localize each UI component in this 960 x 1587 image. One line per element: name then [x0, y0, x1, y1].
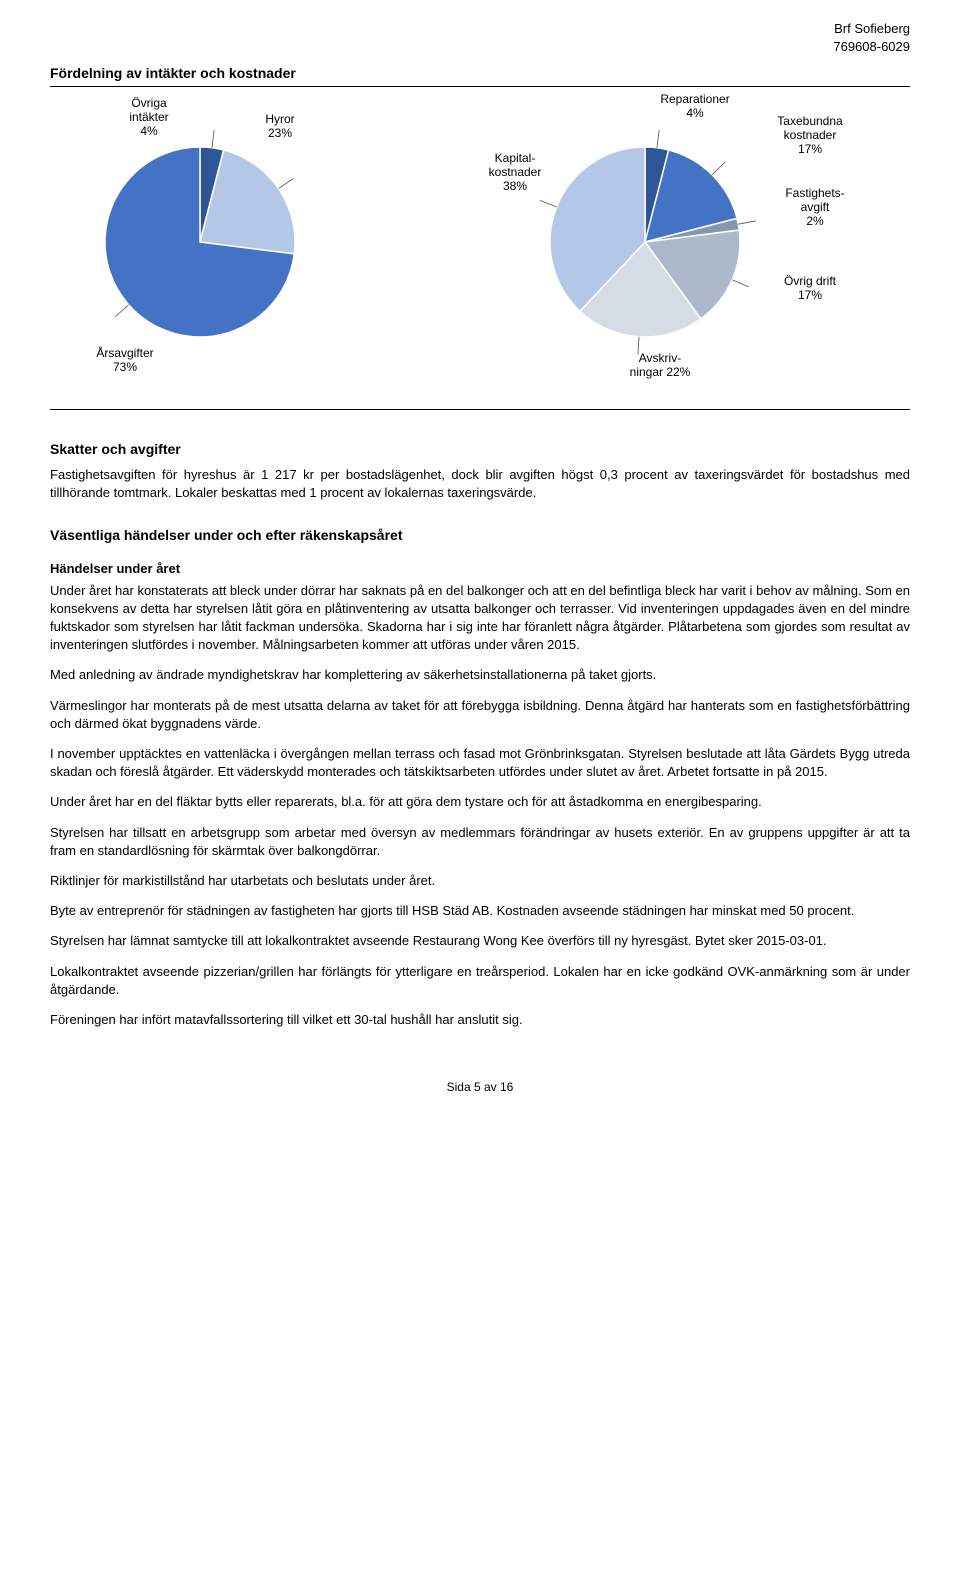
- skatter-heading: Skatter och avgifter: [50, 440, 910, 460]
- pie-slice-label: Fastighets-avgift2%: [770, 187, 860, 228]
- pie-chart-left: Övrigaintäkter4% Hyror23% Årsavgifter73%: [50, 97, 480, 397]
- pie-slice-label: Avskriv-ningar 22%: [610, 352, 710, 380]
- pie-slice-label: Taxebundnakostnader17%: [760, 115, 860, 156]
- page-number: Sida 5 av 16: [447, 1080, 514, 1094]
- vasentliga-p5: Under året har en del fläktar bytts elle…: [50, 793, 910, 811]
- vasentliga-p2: Med anledning av ändrade myndighetskrav …: [50, 666, 910, 684]
- page-footer: Sida 5 av 16: [50, 1079, 910, 1096]
- pie-slice-label: Reparationer4%: [645, 93, 745, 121]
- vasentliga-p1: Under året har konstaterats att bleck un…: [50, 582, 910, 655]
- vasentliga-p3: Värmeslingor har monterats på de mest ut…: [50, 697, 910, 733]
- pie-chart-right: Reparationer4%Taxebundnakostnader17%Fast…: [480, 97, 910, 397]
- pie-slice-label: Hyror23%: [250, 113, 310, 141]
- document-header: Brf Sofieberg 769608-6029: [50, 20, 910, 56]
- vasentliga-p11: Föreningen har infört matavfallssorterin…: [50, 1011, 910, 1029]
- vasentliga-p10: Lokalkontraktet avseende pizzerian/grill…: [50, 963, 910, 999]
- vasentliga-p4: I november upptäcktes en vattenläcka i ö…: [50, 745, 910, 781]
- vasentliga-p8: Byte av entreprenör för städningen av fa…: [50, 902, 910, 920]
- vasentliga-p7: Riktlinjer för markistillstånd har utarb…: [50, 872, 910, 890]
- vasentliga-p6: Styrelsen har tillsatt en arbetsgrupp so…: [50, 824, 910, 860]
- vasentliga-heading: Väsentliga händelser under och efter räk…: [50, 526, 910, 546]
- pie-slice-label: Övrigaintäkter4%: [114, 97, 184, 138]
- skatter-body: Fastighetsavgiften för hyreshus är 1 217…: [50, 466, 910, 502]
- pie-slice-label: Årsavgifter73%: [80, 347, 170, 375]
- section-title: Fördelning av intäkter och kostnader: [50, 64, 910, 87]
- org-number: 769608-6029: [50, 38, 910, 56]
- charts-row: Övrigaintäkter4% Hyror23% Årsavgifter73% R…: [50, 97, 910, 410]
- org-name: Brf Sofieberg: [50, 20, 910, 38]
- pie-slice-label: Kapital-kostnader38%: [470, 152, 560, 193]
- vasentliga-p9: Styrelsen har lämnat samtycke till att l…: [50, 932, 910, 950]
- pie-slice-label: Övrig drift17%: [765, 275, 855, 303]
- vasentliga-subheading: Händelser under året: [50, 560, 910, 578]
